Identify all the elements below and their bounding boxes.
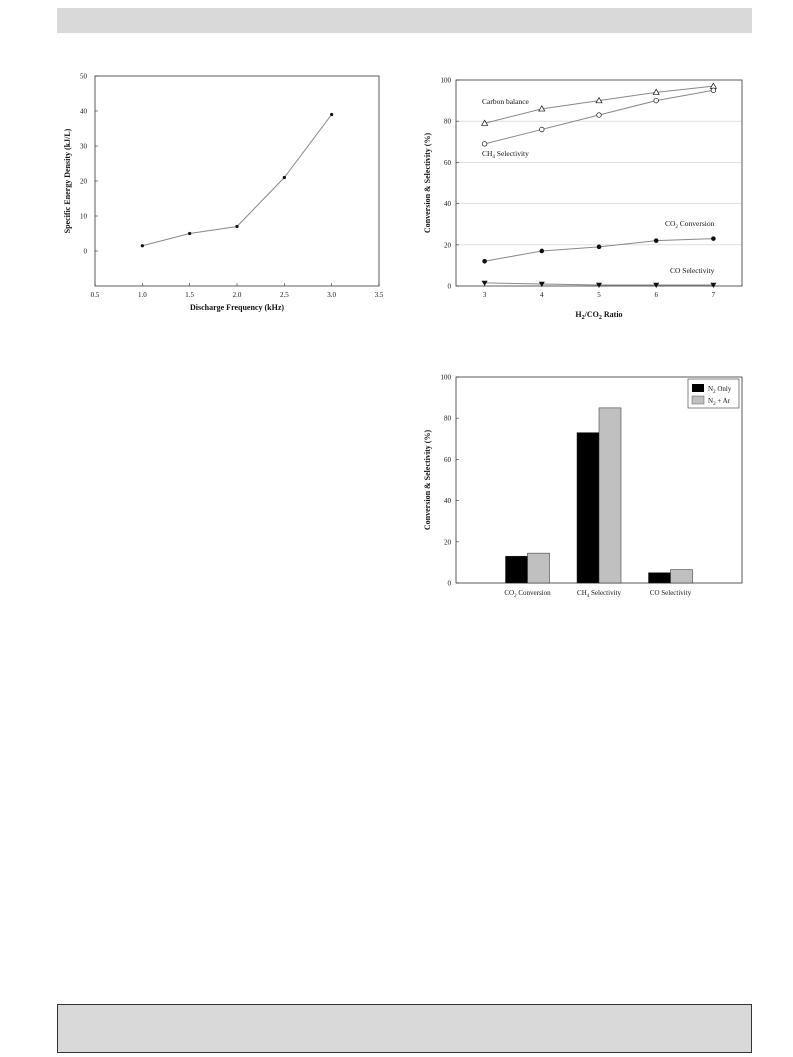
- data-point: [539, 126, 545, 133]
- x-tick-label: 3.5: [375, 291, 384, 299]
- y-tick-label: 80: [444, 118, 452, 126]
- y-tick-label: 60: [444, 159, 452, 167]
- bar: [670, 569, 693, 584]
- y-axis-label: Specific Energy Density (kJ/L): [63, 128, 72, 233]
- x-tick-label: 2.0: [233, 291, 242, 299]
- legend-swatch-n2-only: [692, 384, 704, 392]
- energy-density-chart: 0 10 20 30 40 50 0.5 1.0 1.5 2.0 2.5 3.0 3.5 Discha…: [63, 73, 384, 313]
- y-tick-label: 80: [444, 415, 452, 423]
- legend-label-n2-only: N2 Only: [708, 385, 732, 395]
- bar: [576, 432, 600, 584]
- data-point: [653, 282, 660, 288]
- data-point: [140, 244, 144, 248]
- data-point: [711, 236, 716, 241]
- x-tick-label: 7: [712, 291, 716, 299]
- x-tick-label: 0.5: [91, 291, 100, 299]
- x-axis-label: H2/CO2 Ratio: [575, 310, 622, 321]
- y-tick-label: 40: [444, 200, 452, 208]
- bar: [505, 555, 528, 584]
- category-label: CH4 Selectivity: [577, 589, 621, 599]
- data-point: [538, 105, 546, 112]
- x-tick-label: 2.5: [280, 291, 289, 299]
- data-point: [481, 280, 488, 286]
- y-tick-label: 40: [444, 497, 452, 505]
- ratio-chart: 0 20 40 60 80 100 3 4 5 6 7 Carbon balance CH4 Se…: [423, 77, 743, 321]
- annotation-co2-conversion: CO2 Conversion: [665, 219, 715, 230]
- y-tick-label: 0: [84, 248, 88, 256]
- legend: N2 Only N2 + Ar: [687, 378, 740, 409]
- x-tick-label: 1.5: [185, 291, 194, 299]
- data-point: [330, 112, 334, 117]
- bar: [527, 552, 550, 584]
- data-point: [596, 112, 602, 118]
- data-point: [710, 282, 717, 288]
- annotation-ch4-selectivity: CH4 Selectivity: [482, 149, 529, 160]
- gas-comparison-bar-chart: 0 20 40 60 80 100 CO2 Conversion CH4 Selectivi…: [423, 374, 743, 599]
- data-point: [710, 87, 717, 93]
- annotation-carbon-balance: Carbon balance: [482, 97, 530, 106]
- y-axis-label: Conversion & Selectivity (%): [423, 430, 432, 531]
- x-tick-label: 6: [654, 291, 658, 299]
- data-point: [188, 231, 192, 236]
- data-point: [595, 96, 603, 104]
- series-line-2: [484, 238, 714, 262]
- x-tick-label: 3.0: [327, 291, 336, 299]
- x-tick-label: 1.0: [138, 291, 147, 299]
- data-point: [282, 175, 286, 180]
- y-tick-label: 0: [448, 580, 452, 588]
- annotation-co-selectivity: CO Selectivity: [670, 266, 715, 275]
- y-tick-label: 30: [80, 143, 88, 151]
- plot-frame: [94, 75, 380, 287]
- data-point: [481, 141, 488, 147]
- plot-frame: [455, 79, 743, 287]
- data-point: [538, 281, 545, 287]
- footer-box: [57, 1004, 752, 1053]
- data-point: [482, 258, 487, 264]
- y-tick-label: 60: [444, 456, 452, 464]
- y-tick-label: 100: [441, 77, 452, 85]
- bar: [648, 572, 671, 584]
- y-axis-label: Conversion & Selectivity (%): [423, 133, 432, 234]
- y-tick-label: 20: [444, 538, 452, 546]
- x-tick-label: 4: [540, 291, 544, 299]
- data-point: [652, 88, 660, 95]
- y-tick-label: 40: [80, 108, 88, 116]
- data-point: [596, 244, 602, 250]
- y-tick-label: 100: [441, 374, 452, 382]
- data-point: [653, 238, 659, 243]
- category-label: CO Selectivity: [650, 589, 692, 597]
- y-tick-label: 0: [448, 283, 452, 291]
- header-bar: [57, 8, 752, 33]
- y-tick-label: 20: [444, 241, 452, 249]
- y-tick-label: 20: [80, 178, 88, 186]
- bar: [598, 407, 622, 584]
- data-point: [235, 224, 239, 229]
- data-point: [480, 119, 489, 126]
- data-point: [539, 248, 545, 254]
- x-tick-label: 3: [483, 291, 487, 299]
- data-point: [596, 282, 602, 288]
- x-axis-label: Discharge Frequency (kHz): [190, 303, 284, 312]
- legend-swatch-n2-ar: [691, 395, 705, 405]
- data-point: [653, 97, 659, 104]
- legend-label-n2-ar: N2 + Ar: [708, 397, 731, 407]
- category-label: CO2 Conversion: [504, 589, 551, 599]
- data-point: [709, 82, 718, 89]
- y-tick-label: 50: [80, 73, 88, 81]
- y-tick-label: 10: [80, 213, 88, 221]
- x-tick-label: 5: [597, 291, 601, 299]
